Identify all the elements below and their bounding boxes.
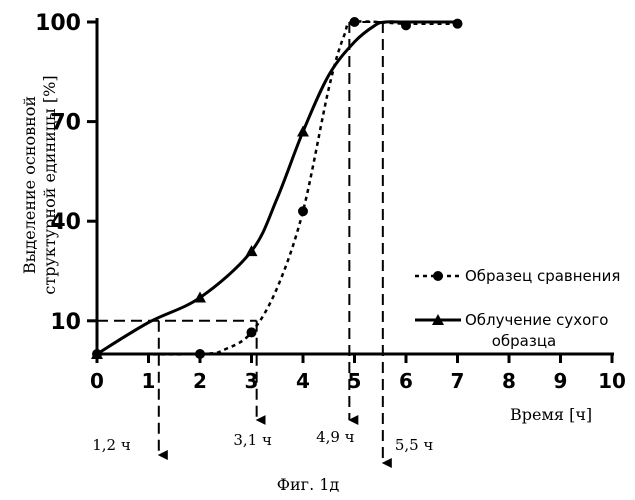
y-tick-label: 100	[35, 11, 81, 36]
x-tick-label: 10	[598, 369, 626, 393]
x-tick-label: 3	[245, 369, 259, 393]
data-point-circle	[452, 18, 463, 29]
legend: Образец сравнения Облучение сухого образца	[415, 267, 620, 350]
x-tick-label: 0	[90, 369, 104, 393]
legend-item: Облучение сухого образца	[415, 311, 608, 350]
legend-label: Облучение сухого образца	[465, 311, 608, 350]
legend-label-line: Облучение сухого	[465, 311, 608, 329]
annotation-label: 4,9 ч	[316, 428, 355, 446]
data-point-circle	[195, 349, 205, 359]
x-axis-label: Время [ч]	[510, 405, 592, 424]
y-axis-label: Выделение основнойструктурной единицы [%…	[20, 75, 59, 294]
figure-caption: Фиг. 1д	[277, 475, 340, 494]
x-tick-label: 8	[502, 369, 516, 393]
annotation-label: 5,5 ч	[395, 436, 434, 454]
y-axis-label-line: структурной единицы [%]	[40, 75, 59, 294]
data-point-triangle	[91, 348, 103, 359]
y-axis-label-line: Выделение основной	[20, 96, 39, 274]
annotation-label: 1,2 ч	[92, 436, 131, 454]
x-tick-label: 7	[451, 369, 465, 393]
x-tick-label: 1	[142, 369, 156, 393]
legend-marker	[432, 314, 444, 325]
x-tick-label: 5	[348, 369, 362, 393]
legend-item: Образец сравнения	[415, 267, 620, 285]
data-point-triangle	[245, 245, 258, 257]
series-line	[96, 20, 458, 356]
legend-marker	[433, 271, 443, 281]
data-point-triangle	[297, 125, 309, 137]
data-point-circle	[246, 327, 257, 338]
x-tick-label: 2	[193, 369, 207, 393]
data-point-circle	[298, 206, 308, 217]
y-tick-label: 10	[50, 310, 81, 335]
data-point-circle	[349, 17, 360, 27]
x-tick-label: 6	[399, 369, 413, 393]
y-tick-label: 40	[50, 210, 81, 235]
annotation-layer: 1,2 ч 3,1 ч 4,9 ч 5,5 ч	[92, 428, 433, 454]
legend-label-line: образца	[492, 332, 557, 350]
x-tick-label: 4	[296, 369, 310, 393]
guide-lines	[97, 21, 392, 468]
data-point-triangle	[194, 291, 206, 303]
legend-label: Образец сравнения	[465, 267, 620, 285]
series-layer	[91, 17, 463, 359]
y-tick-label: 70	[50, 111, 81, 136]
series-2	[91, 20, 458, 359]
series-1	[92, 17, 463, 359]
series-line	[96, 20, 458, 356]
axes: 0 1 2 3 4 5 6 7 8 9 10 10 40 70 100	[35, 11, 626, 393]
legend-label-line: Образец сравнения	[465, 267, 620, 285]
x-tick-label: 9	[554, 369, 568, 393]
annotation-label: 3,1 ч	[233, 431, 272, 449]
